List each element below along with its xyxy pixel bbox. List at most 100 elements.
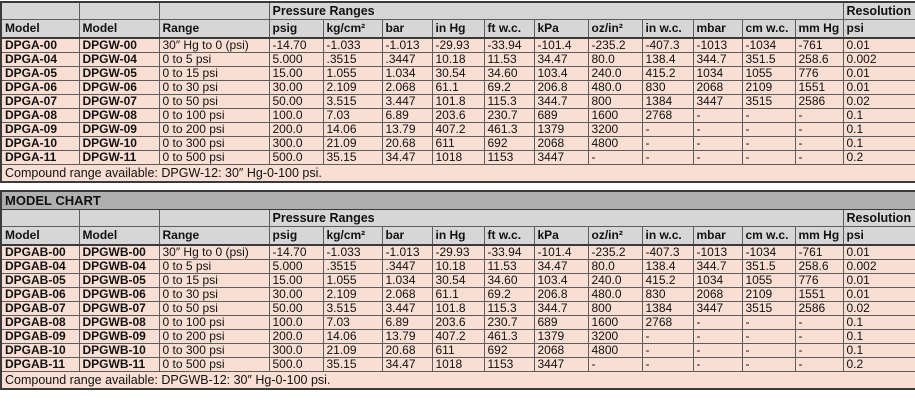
in-wc-cell: 830 [641, 80, 694, 95]
kpa-cell: 689 [533, 108, 589, 123]
oz-in2-cell: 80.0 [587, 52, 643, 67]
in-wc-cell: 1384 [641, 94, 694, 109]
in-hg-cell: -29.93 [431, 37, 485, 53]
cm-wc-cell: - [741, 108, 796, 123]
in-wc-cell: 415.2 [641, 66, 694, 81]
psi-resolution-cell: 0.002 [842, 259, 915, 274]
bar-cell: 3.447 [381, 94, 433, 109]
note-row: Compound range available: DPGW-12: 30″ H… [0, 164, 915, 183]
mbar-cell: - [692, 122, 743, 137]
col-header-range: Range [158, 226, 270, 246]
mbar-cell: 1034 [692, 66, 743, 81]
ft-wc-cell: 11.53 [483, 259, 535, 274]
column-header-row: Model Model Range psig kg/cm² bar in Hg … [0, 19, 915, 39]
model-chart-title: MODEL CHART [0, 190, 915, 210]
pressure-ranges-header: Pressure Ranges [268, 1, 844, 20]
note-row: Compound range available: DPGWB-12: 30″ … [0, 371, 915, 390]
range-cell: 0 to 30 psi [158, 287, 270, 302]
psig-cell: 5.000 [268, 52, 324, 67]
table-row: DPGAB-07 DPGWB-07 0 to 50 psi 50.00 3.515 3.4… [0, 301, 915, 316]
model-b-cell: DPGWB-11 [78, 357, 160, 372]
psi-resolution-cell: 0.01 [842, 37, 915, 53]
cm-wc-cell: 351.5 [741, 259, 796, 274]
kg-cm2-cell: -1.033 [322, 244, 383, 260]
model-b-cell: DPGWB-05 [78, 273, 160, 288]
oz-in2-cell: 480.0 [587, 80, 643, 95]
col-header-range: Range [158, 19, 270, 39]
model-a-cell: DPGAB-11 [0, 357, 80, 372]
in-hg-cell: 101.8 [431, 94, 485, 109]
psig-cell: 50.00 [268, 301, 324, 316]
kpa-cell: 2068 [533, 343, 589, 358]
kg-cm2-cell: .3515 [322, 52, 383, 67]
table-row: DPGA-10 DPGW-10 0 to 300 psi 300.0 21.09 20.6… [0, 136, 915, 151]
model-b-cell: DPGWB-06 [78, 287, 160, 302]
model-a-cell: DPGA-08 [0, 108, 80, 123]
oz-in2-cell: 4800 [587, 136, 643, 151]
in-wc-cell: 1384 [641, 301, 694, 316]
mm-hg-cell: - [794, 315, 844, 330]
in-hg-cell: 407.2 [431, 122, 485, 137]
bar-cell: 1.034 [381, 66, 433, 81]
table-row: DPGAB-10 DPGWB-10 0 to 300 psi 300.0 21.09 20… [0, 343, 915, 358]
mbar-cell: -1013 [692, 244, 743, 260]
ft-wc-cell: 461.3 [483, 122, 535, 137]
kg-cm2-cell: -1.033 [322, 37, 383, 53]
psi-resolution-cell: 0.02 [842, 301, 915, 316]
model-b-cell: DPGWB-07 [78, 301, 160, 316]
cm-wc-cell: -1034 [741, 37, 796, 53]
table-row: DPGAB-00 DPGWB-00 30″ Hg to 0 (psi) -14.70-… [0, 244, 915, 260]
model-a-cell: DPGA-05 [0, 66, 80, 81]
mbar-cell: 3447 [692, 301, 743, 316]
range-cell: 0 to 100 psi [158, 108, 270, 123]
bar-cell: 2.068 [381, 287, 433, 302]
psi-resolution-cell: 0.1 [842, 315, 915, 330]
oz-in2-cell: 1600 [587, 108, 643, 123]
mm-hg-cell: 776 [794, 66, 844, 81]
bar-cell: 20.68 [381, 343, 433, 358]
in-hg-cell: 1018 [431, 150, 485, 165]
compound-range-note: Compound range available: DPGWB-12: 30″ … [0, 371, 915, 390]
oz-in2-cell: - [587, 150, 643, 165]
header-spacer-cell [158, 209, 270, 227]
mbar-cell: 2068 [692, 80, 743, 95]
table-row: DPGAB-06 DPGWB-06 0 to 30 psi 30.00 2.109 2.0… [0, 287, 915, 302]
kg-cm2-cell: 7.03 [322, 315, 383, 330]
col-header-in-hg: in Hg [431, 226, 485, 246]
kpa-cell: -101.4 [533, 37, 589, 53]
ft-wc-cell: 692 [483, 136, 535, 151]
mbar-cell: 344.7 [692, 259, 743, 274]
psi-resolution-cell: 0.002 [842, 52, 915, 67]
in-wc-cell: -407.3 [641, 37, 694, 53]
kpa-cell: 3447 [533, 357, 589, 372]
kpa-cell: 3447 [533, 150, 589, 165]
mm-hg-cell: - [794, 329, 844, 344]
mm-hg-cell: 2586 [794, 301, 844, 316]
psi-resolution-cell: 0.2 [842, 150, 915, 165]
oz-in2-cell: 3200 [587, 122, 643, 137]
model-b-cell: DPGW-06 [78, 80, 160, 95]
model-a-cell: DPGA-07 [0, 94, 80, 109]
bar-cell: 34.47 [381, 150, 433, 165]
model-b-cell: DPGWB-00 [78, 244, 160, 260]
col-header-mbar: mbar [692, 19, 743, 39]
mm-hg-cell: - [794, 122, 844, 137]
kpa-cell: -101.4 [533, 244, 589, 260]
mm-hg-cell: - [794, 108, 844, 123]
col-header-ft-wc: ft w.c. [483, 19, 535, 39]
psig-cell: 100.0 [268, 108, 324, 123]
bar-cell: -1.013 [381, 37, 433, 53]
col-header-psig: psig [268, 226, 324, 246]
range-cell: 0 to 50 psi [158, 94, 270, 109]
kpa-cell: 206.8 [533, 287, 589, 302]
psi-resolution-cell: 0.01 [842, 244, 915, 260]
table-row: DPGA-04 DPGW-04 0 to 5 psi 5.000.3515.3447 1… [0, 52, 915, 67]
in-hg-cell: 611 [431, 343, 485, 358]
psig-cell: -14.70 [268, 244, 324, 260]
kpa-cell: 1379 [533, 122, 589, 137]
kpa-cell: 1379 [533, 329, 589, 344]
in-wc-cell: 138.4 [641, 52, 694, 67]
in-wc-cell: 415.2 [641, 273, 694, 288]
col-header-bar: bar [381, 226, 433, 246]
ft-wc-cell: 69.2 [483, 287, 535, 302]
